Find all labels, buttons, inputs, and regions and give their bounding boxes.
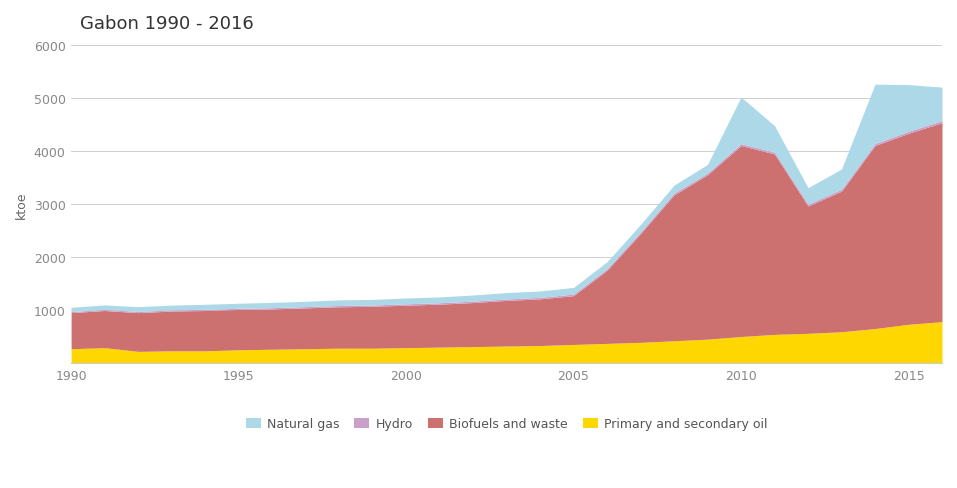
Legend: Natural gas, Hydro, Biofuels and waste, Primary and secondary oil: Natural gas, Hydro, Biofuels and waste, … [246,417,768,430]
Text: Gabon 1990 - 2016: Gabon 1990 - 2016 [79,15,254,33]
Y-axis label: ktoe: ktoe [15,191,28,218]
